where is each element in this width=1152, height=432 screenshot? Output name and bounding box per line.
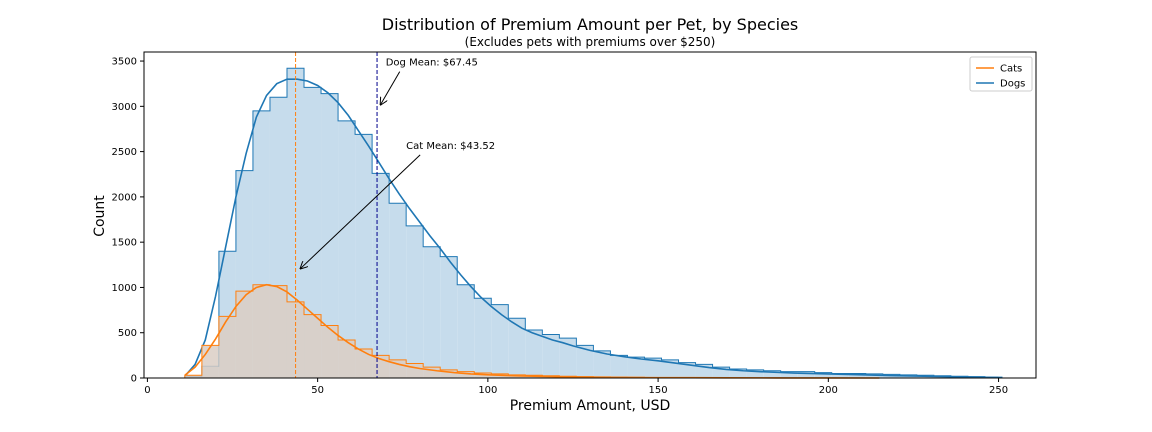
x-tick-label: 250 — [989, 385, 1008, 396]
cats-bar — [304, 314, 322, 378]
plot-area: 0 50 100 150 200 2500500100015002000250030003… — [112, 51, 1037, 396]
dogs-bar — [542, 334, 560, 378]
dogs-bar — [491, 304, 509, 378]
x-tick-label: 200 — [819, 385, 838, 396]
dogs-bar — [355, 134, 373, 378]
dogs-bar — [321, 93, 339, 379]
dogs-bar — [678, 362, 696, 378]
cats-bar — [457, 371, 475, 378]
plot-frame — [143, 51, 1037, 379]
dogs-mean-arrow — [381, 71, 401, 105]
cats-bar — [355, 349, 373, 378]
cats-bar — [235, 291, 253, 378]
dogs-bar — [627, 357, 645, 378]
cats-kde-line — [184, 283, 880, 379]
dogs-step-outline — [184, 67, 1003, 378]
dogs-bar — [474, 298, 492, 378]
dogs-bar — [729, 368, 747, 378]
dogs-bar — [389, 203, 407, 378]
y-tick-label: 500 — [118, 328, 137, 339]
dogs-bar — [712, 367, 730, 378]
cats-bar — [184, 375, 202, 378]
x-tick-label: 100 — [478, 385, 497, 396]
dogs-bar — [610, 355, 628, 378]
cats-bar — [321, 325, 339, 378]
x-tick-label: 0 — [144, 385, 150, 396]
y-tick-label: 3000 — [112, 102, 137, 113]
dogs-bar — [763, 370, 781, 378]
dogs-bar — [423, 246, 441, 378]
y-tick-label: 2000 — [112, 192, 137, 203]
y-tick-label: 2500 — [112, 147, 137, 158]
dogs-bar — [661, 359, 679, 378]
dogs-bar — [644, 358, 662, 378]
dogs-bar — [440, 256, 458, 378]
chart-title: Distribution of Premium Amount per Pet, … — [382, 15, 799, 34]
y-tick-label: 0 — [131, 374, 137, 385]
cats-bar — [474, 373, 492, 378]
dogs-bar — [593, 350, 611, 378]
dogs-bar — [865, 373, 883, 378]
cats-bar — [338, 339, 356, 378]
dogs-mean-annotation: Dog Mean: $67.45 — [386, 58, 478, 69]
y-tick-label: 1000 — [112, 283, 137, 294]
y-axis-label: Count — [92, 195, 108, 237]
dogs-bar — [406, 225, 424, 378]
dogs-bar — [372, 173, 390, 378]
legend-label-cats: Cats — [1000, 64, 1022, 75]
cats-bar — [201, 345, 219, 378]
dogs-bar — [780, 371, 798, 378]
chart-subtitle: (Excludes pets with premiums over $250) — [465, 35, 716, 49]
cats-bar — [286, 301, 305, 378]
dogs-bar — [559, 338, 577, 378]
dogs-kde-line — [184, 78, 999, 379]
dogs-bar — [304, 87, 322, 379]
x-tick-label: 150 — [649, 385, 668, 396]
dogs-bar — [576, 345, 594, 378]
dogs-bar — [814, 372, 832, 378]
x-tick-label: 50 — [311, 385, 324, 396]
y-tick-label: 1500 — [112, 238, 137, 249]
cats-bar — [252, 284, 270, 378]
dogs-bar — [848, 373, 866, 378]
legend: Cats Dogs — [969, 56, 1033, 92]
dogs-bar — [457, 284, 475, 378]
cats-series — [184, 283, 1002, 379]
dogs-bar — [508, 318, 526, 378]
y-tick-label: 3500 — [112, 57, 137, 68]
dogs-bar — [338, 120, 356, 379]
legend-label-dogs: Dogs — [1000, 79, 1025, 90]
cats-mean-arrow — [301, 154, 421, 269]
dogs-bar — [797, 371, 815, 378]
dogs-bar — [746, 369, 764, 378]
dogs-bar — [831, 373, 849, 378]
cats-mean-annotation: Cat Mean: $43.52 — [406, 141, 495, 152]
dogs-bar — [525, 330, 543, 378]
cats-bar — [218, 316, 236, 378]
cats-bar — [423, 367, 441, 378]
x-axis-label: Premium Amount, USD — [510, 398, 671, 414]
cats-bar — [440, 369, 458, 378]
cats-bar — [269, 285, 287, 378]
